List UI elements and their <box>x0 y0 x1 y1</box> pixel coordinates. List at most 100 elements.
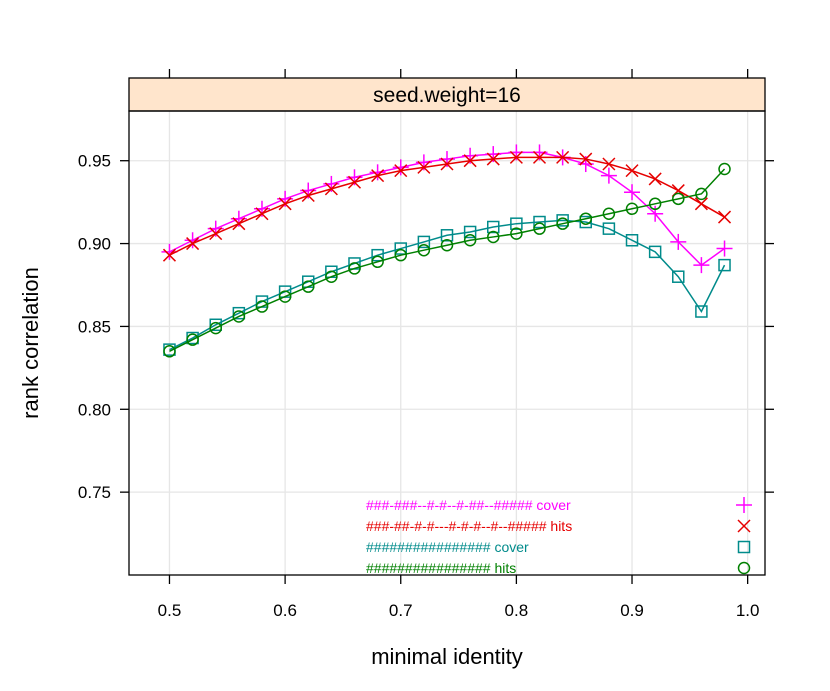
data-point <box>232 310 246 323</box>
legend: ###-###--#-#--#-##--##### cover ###-##-#-… <box>366 497 752 576</box>
data-point <box>417 160 431 174</box>
data-point <box>717 210 732 224</box>
data-point <box>184 232 201 249</box>
series-1 <box>161 144 733 274</box>
x-tick-label: 0.8 <box>505 601 529 620</box>
data-point <box>255 300 269 313</box>
data-point <box>487 230 500 244</box>
y-tick-label: 0.75 <box>78 483 111 502</box>
legend-key <box>736 497 752 513</box>
data-point <box>648 197 662 211</box>
legend-key <box>737 540 751 554</box>
data-point <box>556 214 569 227</box>
data-point <box>695 305 708 318</box>
data-point <box>209 321 222 335</box>
x-tick-label: 0.5 <box>158 601 182 620</box>
data-point <box>278 197 292 211</box>
y-tick-label: 0.80 <box>78 400 111 419</box>
data-point <box>602 222 616 235</box>
data-point <box>487 220 500 234</box>
data-point <box>394 248 407 262</box>
data-point <box>417 235 431 249</box>
legend-label: ###-###--#-#--#-##--##### cover <box>366 497 571 513</box>
panel-strip: seed.weight=16 <box>128 77 766 112</box>
data-point <box>718 258 731 272</box>
data-point <box>693 257 710 274</box>
data-point <box>625 234 639 247</box>
data-point <box>463 154 477 168</box>
data-point <box>600 167 617 184</box>
data-point <box>510 227 523 240</box>
data-point <box>672 270 685 283</box>
data-point <box>325 270 338 283</box>
data-point <box>163 345 176 358</box>
data-point <box>417 243 431 257</box>
data-point <box>255 207 269 221</box>
data-point <box>440 157 454 171</box>
data-point <box>232 217 246 231</box>
data-point <box>440 229 454 242</box>
axes: 0.5 0.6 0.7 0.8 0.9 1.0 0.75 0.80 0.85 0.90 0.95 <box>78 69 774 620</box>
data-point <box>625 202 639 216</box>
series-4 <box>163 162 731 358</box>
data-point <box>579 215 593 229</box>
data-point <box>510 217 523 230</box>
data-point <box>532 150 547 164</box>
data-point <box>440 238 454 252</box>
data-point <box>556 150 570 164</box>
data-point <box>672 192 685 206</box>
data-point <box>718 162 731 176</box>
data-point <box>556 217 569 230</box>
data-point <box>394 164 408 178</box>
x-tick-label: 1.0 <box>736 601 760 620</box>
legend-label: ################ hits <box>366 560 516 576</box>
legend-label: ################ cover <box>366 539 529 555</box>
data-point <box>602 207 616 220</box>
data-point <box>186 237 200 251</box>
data-point <box>162 248 177 262</box>
data-point <box>624 184 641 201</box>
series-line <box>169 168 726 352</box>
data-point <box>463 225 477 239</box>
data-point <box>695 187 708 201</box>
x-tick-label: 0.6 <box>273 601 297 620</box>
data-point <box>369 164 386 181</box>
data-point <box>301 188 315 203</box>
series-layer <box>161 144 733 358</box>
data-point <box>324 182 338 196</box>
data-point <box>301 280 315 293</box>
data-point <box>486 152 500 166</box>
x-tick-label: 0.7 <box>389 601 413 620</box>
data-point <box>209 227 223 241</box>
data-point <box>371 255 384 269</box>
data-point <box>533 215 546 229</box>
data-point <box>278 290 292 303</box>
data-point <box>716 240 733 257</box>
data-point <box>348 262 361 275</box>
data-point <box>694 197 708 211</box>
data-point <box>648 172 662 186</box>
data-point <box>371 169 385 183</box>
legend-label: ###-##-#-#---#-#-#--#--##### hits <box>366 518 572 534</box>
x-tick-label: 0.9 <box>620 601 644 620</box>
data-point <box>463 234 477 247</box>
data-point <box>232 306 246 320</box>
y-tick-label: 0.90 <box>78 235 111 254</box>
y-axis-title: rank correlation <box>18 267 43 419</box>
data-point <box>371 248 384 262</box>
legend-key <box>737 519 751 533</box>
data-point <box>392 159 409 176</box>
y-tick-label: 0.95 <box>78 152 111 171</box>
panel-strip-background <box>128 77 766 112</box>
data-point <box>625 164 639 178</box>
y-tick-label: 0.85 <box>78 317 111 336</box>
data-point <box>579 152 593 166</box>
data-point <box>509 150 523 164</box>
legend-key <box>737 561 751 575</box>
data-point <box>394 242 407 255</box>
data-point <box>670 233 687 250</box>
data-point <box>647 205 664 222</box>
data-point <box>579 212 593 225</box>
data-point <box>533 222 546 235</box>
